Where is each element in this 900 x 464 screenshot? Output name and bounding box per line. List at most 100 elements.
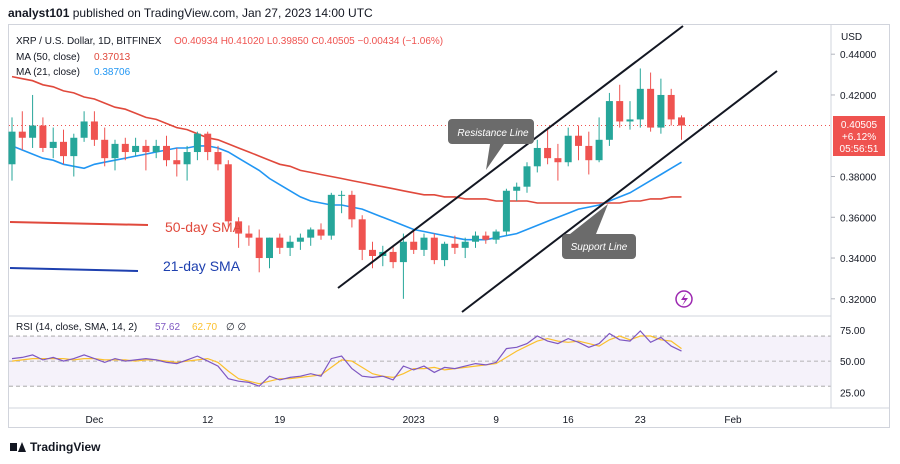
rsi-tick-label: 50.00 <box>840 357 865 368</box>
candle <box>338 190 346 214</box>
candle-body <box>430 237 438 261</box>
rsi-legend: RSI (14, close, SMA, 14, 2) 57.62 62.70 … <box>16 322 246 333</box>
candle <box>585 131 593 175</box>
candle-body <box>472 235 479 242</box>
time-tick-label: Feb <box>724 415 742 426</box>
candle-body <box>142 145 150 153</box>
candle-body <box>605 101 613 140</box>
tradingview-footer[interactable]: TradingView <box>10 440 100 454</box>
candle-body <box>80 121 88 138</box>
candle-body <box>492 231 500 240</box>
candle <box>348 190 356 228</box>
candle-body <box>152 145 160 153</box>
candle <box>575 125 582 161</box>
candle-body <box>90 121 98 140</box>
candle <box>266 237 273 269</box>
candle-body <box>121 143 129 153</box>
candle <box>667 88 675 126</box>
candle <box>482 231 490 244</box>
ma21-legend-value: 0.38706 <box>94 67 131 78</box>
candle <box>183 145 191 181</box>
candle <box>678 115 685 140</box>
candle <box>8 117 16 181</box>
price-change: +6.12% <box>842 132 876 143</box>
candle-body <box>29 125 37 138</box>
current-price: 0.40505 <box>841 120 878 131</box>
price-tick-label: 0.32000 <box>840 295 877 306</box>
candle <box>142 139 150 171</box>
rsi-legend-label: RSI (14, close, SMA, 14, 2) <box>16 322 137 333</box>
candle-body <box>626 119 634 122</box>
moving-averages <box>11 75 682 241</box>
candle-body <box>8 131 16 165</box>
rsi-sma-line <box>11 335 682 385</box>
candle-body <box>616 101 624 122</box>
candle-body <box>276 237 284 248</box>
candle <box>544 127 552 165</box>
candle <box>317 223 325 240</box>
author-name: analyst101 <box>8 6 70 20</box>
candle <box>461 237 469 259</box>
sma50-legend-line <box>9 221 149 226</box>
candle <box>595 117 603 163</box>
candle <box>307 227 315 246</box>
chart-frame <box>8 24 890 428</box>
price-legend: XRP / U.S. Dollar, 1D, BITFINEX O0.40934… <box>16 36 443 78</box>
resistance-trendline <box>337 25 684 289</box>
sma21-annotation: 21-day SMA <box>163 258 241 274</box>
candle-body <box>39 125 47 148</box>
time-tick-label: 9 <box>493 415 499 426</box>
candle-body <box>523 166 531 187</box>
candle <box>152 139 160 159</box>
candle-body <box>420 237 428 250</box>
candle-body <box>286 241 294 248</box>
candle-body <box>204 133 212 153</box>
candle <box>420 233 428 256</box>
candle-body <box>18 131 26 138</box>
rsi-pane <box>9 330 831 387</box>
candle-body <box>245 233 253 238</box>
lightning-icon[interactable] <box>675 290 693 308</box>
candle-body <box>214 152 222 165</box>
rsi-tick-label: 75.00 <box>840 326 865 337</box>
candle-body <box>327 194 335 236</box>
candle-body <box>348 194 356 220</box>
candle <box>29 94 37 148</box>
candle <box>636 68 644 128</box>
candle-body <box>389 251 397 263</box>
candle <box>451 235 459 254</box>
candle <box>60 129 67 165</box>
price-tick-label: 0.44000 <box>840 50 877 61</box>
candle <box>369 241 376 269</box>
candle <box>533 139 541 173</box>
price-tick-label: 0.42000 <box>840 91 877 102</box>
candle-body <box>49 141 57 148</box>
candle-body <box>266 237 273 259</box>
candle-body <box>183 152 191 165</box>
candle-body <box>461 241 469 248</box>
candle <box>224 160 232 228</box>
candle-body <box>224 164 232 222</box>
tradingview-logo-icon <box>10 441 26 453</box>
currency-label: USD <box>841 32 862 43</box>
candle <box>132 137 140 157</box>
candle <box>286 235 294 256</box>
candle <box>626 101 634 130</box>
price-tick-label: 0.38000 <box>840 173 877 184</box>
time-tick-label: 2023 <box>403 415 426 426</box>
rsi-legend-symbols: ∅ ∅ <box>226 322 246 333</box>
current-price-box: 0.40505 +6.12% 05:56:51 <box>833 116 885 156</box>
candle-body <box>173 160 181 165</box>
candle-body <box>410 241 418 250</box>
candle-body <box>132 145 140 153</box>
candle <box>430 233 438 265</box>
candle-body <box>513 186 521 191</box>
candle-body <box>647 88 655 128</box>
time-tick-label: 16 <box>563 415 575 426</box>
publisher-header: analyst101 published on TradingView.com,… <box>8 6 373 20</box>
candle <box>111 139 119 171</box>
candle-body <box>296 237 304 242</box>
time-tick-label: Dec <box>86 415 104 426</box>
sma50-annotation: 50-day SMA <box>165 219 243 235</box>
